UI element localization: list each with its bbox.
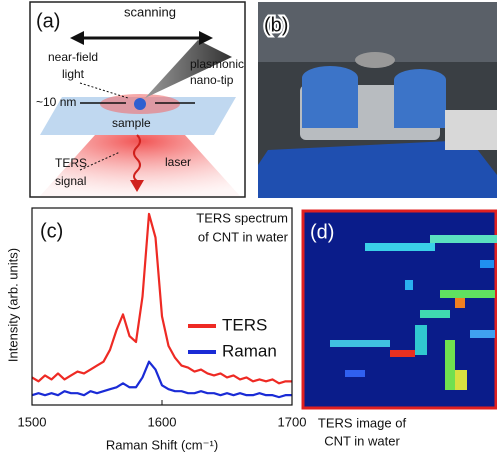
heat-cell [330,340,390,347]
panel-b: (b) [258,2,497,198]
caption: TERS image of [318,415,407,430]
plot-frame [31,207,293,406]
heat-cell [455,298,465,308]
photo-part [445,110,497,150]
panel-label: (d) [310,221,334,243]
label: scanning [124,4,176,19]
label: near-field [48,50,98,64]
y-axis-label: Intensity (arb. units) [5,248,20,362]
x-tick-label: 1700 [278,414,307,429]
panel-c: (c) TERS spectrum of CNT in water Intens… [5,210,288,452]
nano-tip [145,40,232,98]
photo-bg [258,2,497,62]
x-axis-label: Raman Shift (cm⁻¹) [106,437,218,452]
legend-label: TERS [222,315,267,334]
label: ~10 nm [36,95,76,109]
series-line [31,360,292,399]
photo-cyl [394,80,446,128]
label: laser [165,155,191,169]
label: nano-tip [190,73,234,87]
series-line [31,212,292,385]
substrate [40,97,236,135]
label: TERS [55,156,87,170]
photo-cyl [302,78,358,128]
pointer [79,82,129,99]
legend-label: Raman [222,341,277,360]
annotation: TERS spectrum [196,210,288,225]
panel-label: (c) [40,220,63,242]
sample-dot [134,98,146,110]
heat-cell [420,310,450,318]
signal-head [130,180,144,192]
panel-label: (a) [36,10,60,32]
label: signal [55,174,86,188]
heat-cell [470,330,495,338]
x-tick-label: 1500 [18,414,47,429]
signal-wave [133,134,141,182]
label: plasmonic [190,57,244,71]
label: sample [112,116,151,130]
heat-cell [480,260,494,268]
caption: CNT in water [324,433,400,448]
photo-base [258,140,497,198]
x-tick-label: 1600 [148,414,177,429]
panel-label: (b) [264,14,288,36]
panel-d: (d) TERS image of CNT in water [301,209,497,448]
heat-cell [455,370,467,390]
panel-a: (a) scanning near-field light plasmonic … [29,1,246,198]
label: light [62,67,85,81]
photo-top [355,52,395,68]
heat-cell [445,340,455,390]
annotation: of CNT in water [198,229,289,244]
heat-cell [415,325,427,355]
heat-cell [345,370,365,377]
heat-cell [430,235,497,243]
heat-cell [390,350,415,357]
heat-cell [440,290,495,298]
heat-cell [365,243,435,251]
heat-cell [405,280,413,290]
pointer [79,151,121,171]
